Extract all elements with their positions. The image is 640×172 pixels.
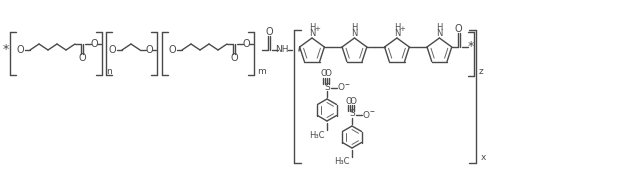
Text: S: S [349, 110, 355, 119]
Text: N: N [436, 29, 443, 37]
Text: O: O [321, 69, 327, 78]
Text: O: O [349, 96, 356, 105]
Text: O: O [265, 27, 273, 37]
Text: O: O [16, 45, 24, 55]
Text: –: – [344, 79, 349, 89]
Text: H: H [436, 23, 443, 31]
Text: O: O [324, 69, 332, 78]
Text: O: O [337, 83, 344, 93]
Text: O: O [145, 45, 153, 55]
Text: O: O [168, 45, 176, 55]
Text: S: S [324, 83, 330, 92]
Text: H: H [309, 23, 315, 31]
Text: N: N [351, 29, 358, 37]
Text: NH: NH [275, 46, 289, 55]
Text: N: N [394, 29, 400, 37]
Text: +: + [314, 26, 320, 32]
Text: O: O [230, 53, 238, 63]
Text: *: * [468, 40, 474, 53]
Text: H₃C: H₃C [335, 158, 350, 166]
Text: O: O [242, 39, 250, 49]
Text: n: n [106, 67, 112, 76]
Text: *: * [3, 44, 9, 56]
Text: H: H [351, 23, 358, 31]
Text: H: H [394, 23, 400, 31]
Text: +: + [399, 26, 405, 32]
Text: H₃C: H₃C [310, 131, 325, 139]
Text: z: z [478, 67, 483, 77]
Text: –: – [369, 106, 374, 116]
Text: O: O [108, 45, 116, 55]
Text: O: O [78, 53, 86, 63]
Text: O: O [455, 24, 463, 34]
Text: N: N [309, 29, 315, 37]
Text: x: x [481, 153, 486, 163]
Text: O: O [346, 96, 352, 105]
Text: O: O [362, 110, 369, 120]
Text: m: m [257, 67, 266, 76]
Text: O: O [90, 39, 98, 49]
